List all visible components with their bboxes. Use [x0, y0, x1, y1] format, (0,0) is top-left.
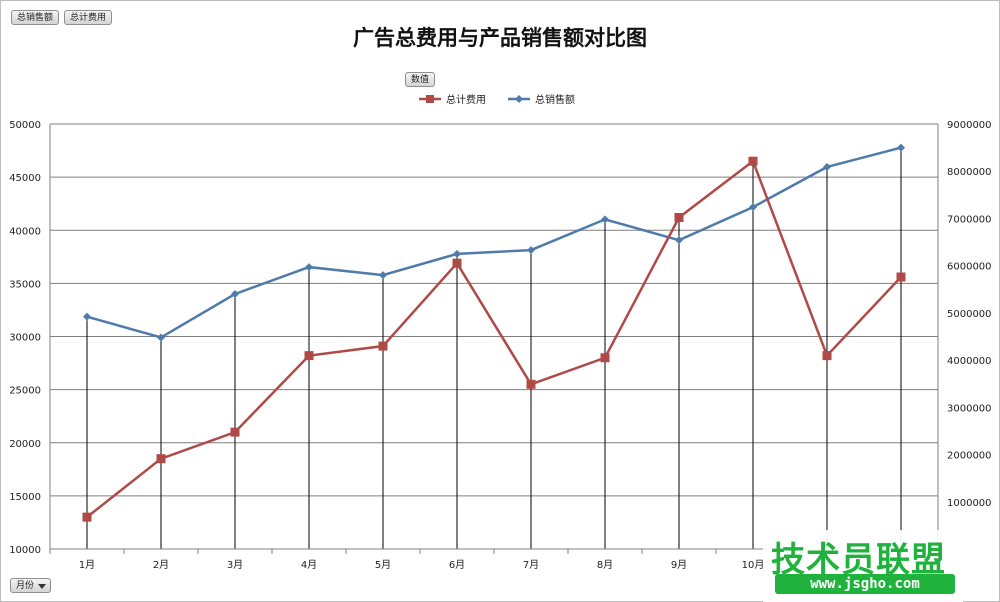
chart-title: 广告总费用与产品销售额对比图: [353, 26, 647, 50]
y-right-tick-label: 1000000: [947, 498, 992, 509]
month-field-label: 月份: [16, 581, 35, 591]
legend-label: 总计费用: [446, 93, 486, 106]
point-cost: [82, 512, 92, 522]
watermark-url: www.jsgho.com: [775, 574, 955, 594]
point-sales: [231, 290, 239, 298]
point-cost: [230, 427, 240, 437]
y-right-tick-label: 3000000: [947, 403, 992, 414]
x-tick-label: 9月: [671, 559, 687, 571]
y-left-tick-label: 45000: [9, 173, 41, 184]
series-layer: [82, 143, 906, 522]
x-tick-label: 3月: [227, 559, 243, 571]
point-cost: [896, 272, 906, 282]
series-line-sales: [86, 146, 902, 339]
x-tick-label: 1月: [79, 559, 95, 571]
point-cost: [452, 258, 462, 268]
y-left-tick-label: 10000: [9, 545, 41, 556]
watermark: 技术员联盟 www.jsgho.com: [763, 530, 963, 602]
y-left-tick-label: 20000: [9, 439, 41, 450]
y-left-tick-label: 30000: [9, 333, 41, 344]
sales-field-button[interactable]: 总销售额: [11, 10, 60, 25]
point-sales: [527, 246, 535, 255]
drop-lines-layer: [86, 147, 902, 549]
y-right-tick-label: 8000000: [947, 167, 992, 178]
grid-layer: [50, 123, 938, 550]
legend-label: 总销售额: [535, 93, 575, 106]
point-sales: [305, 263, 313, 272]
month-field-button[interactable]: 月份: [10, 578, 52, 593]
x-tick-label: 8月: [597, 559, 613, 571]
legend-marker: [515, 95, 523, 103]
point-cost: [526, 379, 536, 389]
x-tick-label: 6月: [449, 559, 465, 571]
point-sales: [675, 236, 683, 245]
series-line-cost: [86, 159, 902, 519]
legend: 总计费用 总销售额: [419, 93, 575, 106]
point-sales: [157, 333, 165, 342]
y-left-tick-label: 25000: [9, 386, 41, 397]
point-cost: [822, 351, 832, 361]
cost-field-button[interactable]: 总计费用: [64, 10, 113, 25]
point-sales: [83, 312, 91, 321]
point-cost: [304, 351, 314, 361]
point-sales: [823, 162, 831, 171]
point-sales: [749, 203, 757, 212]
x-tick-label: 10月: [742, 559, 765, 571]
point-sales: [897, 143, 905, 152]
point-cost: [378, 341, 388, 351]
point-cost: [748, 156, 758, 166]
y-left-tick-label: 15000: [9, 492, 41, 503]
y-right-tick-label: 6000000: [947, 262, 992, 273]
watermark-text: 技术员联盟: [771, 540, 946, 580]
point-cost: [156, 454, 166, 464]
point-sales: [453, 249, 461, 258]
x-tick-label: 7月: [523, 559, 539, 571]
y-right-tick-label: 5000000: [947, 309, 992, 320]
dropdown-arrow-icon: [38, 584, 47, 589]
axis-layer: 10000 15000 20000 25000 30000 35000 40000 45000…: [9, 120, 991, 571]
values-field-button[interactable]: 数值: [405, 72, 436, 87]
x-tick-label: 4月: [301, 559, 317, 571]
y-left-tick-label: 40000: [9, 226, 41, 237]
y-right-tick-label: 2000000: [947, 451, 992, 462]
y-left-tick-label: 35000: [9, 279, 41, 290]
point-cost: [600, 353, 610, 363]
point-sales: [601, 215, 609, 224]
y-right-tick-label: 7000000: [947, 214, 992, 225]
y-right-tick-label: 4000000: [947, 356, 992, 367]
x-tick-label: 2月: [153, 559, 169, 571]
point-cost: [674, 213, 684, 222]
y-right-tick-label: 9000000: [947, 120, 992, 131]
y-left-tick-label: 50000: [9, 120, 41, 131]
x-tick-label: 5月: [375, 559, 391, 571]
point-sales: [379, 271, 387, 280]
legend-marker: [426, 95, 434, 103]
